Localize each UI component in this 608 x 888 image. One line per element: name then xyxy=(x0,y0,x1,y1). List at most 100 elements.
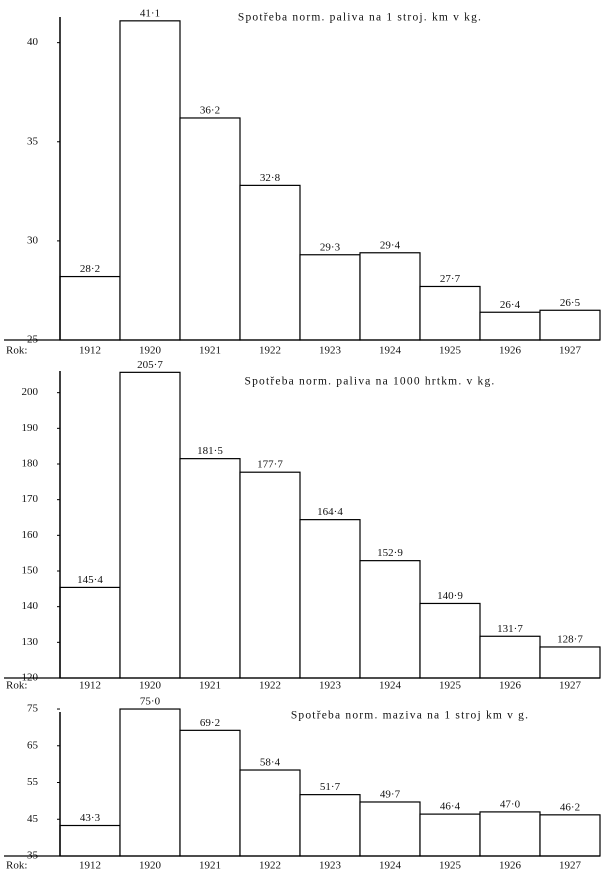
data-label: 26·4 xyxy=(500,299,521,311)
y-tick-label: 190 xyxy=(22,422,39,434)
x-tick-label: 1920 xyxy=(139,680,162,692)
x-tick-label: 1923 xyxy=(319,680,342,692)
y-tick-label: 55 xyxy=(27,776,39,788)
x-tick-label: 1924 xyxy=(379,345,402,357)
y-tick-label: 65 xyxy=(27,739,39,751)
x-tick-label: 1920 xyxy=(139,345,162,357)
data-label: 43·3 xyxy=(80,812,101,824)
data-label: 29·4 xyxy=(380,239,401,251)
bar xyxy=(359,801,421,857)
bar xyxy=(539,814,601,857)
y-tick-label: 35 xyxy=(27,135,39,147)
data-label: 46·4 xyxy=(440,801,461,813)
data-label: 49·7 xyxy=(380,789,401,801)
y-tick-label: 200 xyxy=(22,386,39,398)
chart-title: Spotřeba norm. paliva na 1 stroj. km v k… xyxy=(238,12,482,24)
data-label: 128·7 xyxy=(557,634,583,646)
x-tick-label: 1926 xyxy=(499,860,522,872)
x-tick-label: 1922 xyxy=(259,680,281,692)
data-label: 152·9 xyxy=(377,547,403,559)
bar xyxy=(419,602,481,679)
x-tick-label: 1925 xyxy=(439,680,462,692)
bar xyxy=(479,811,541,857)
bar xyxy=(179,458,241,679)
x-tick-label: 1912 xyxy=(79,345,101,357)
data-label: 75·0 xyxy=(140,696,161,708)
data-label: 26·5 xyxy=(560,297,581,309)
bar xyxy=(419,813,481,857)
chart-title: Spotřeba norm. maziva na 1 stroj km v g. xyxy=(291,710,529,722)
bar xyxy=(419,285,481,341)
x-tick-label: 1922 xyxy=(259,345,281,357)
x-tick-label: 1921 xyxy=(199,680,221,692)
x-tick-label: 1921 xyxy=(199,345,221,357)
chart-title: Spotřeba norm. paliva na 1000 hrtkm. v k… xyxy=(245,376,496,388)
x-tick-label: 1921 xyxy=(199,860,221,872)
x-tick-label: 1924 xyxy=(379,860,402,872)
x-tick-label: 1923 xyxy=(319,860,342,872)
y-tick-label: 30 xyxy=(27,234,39,246)
data-label: 46·2 xyxy=(560,801,580,813)
bar xyxy=(59,824,121,857)
x-axis-label: Rok: xyxy=(6,680,27,692)
data-label: 140·9 xyxy=(437,590,463,602)
y-tick-label: 160 xyxy=(22,529,39,541)
y-tick-label: 180 xyxy=(22,458,39,470)
x-tick-label: 1923 xyxy=(319,345,342,357)
x-tick-label: 1926 xyxy=(499,680,522,692)
bar xyxy=(119,371,181,679)
data-label: 131·7 xyxy=(497,623,523,635)
y-tick-label: 45 xyxy=(27,813,39,825)
y-tick-label: 140 xyxy=(22,600,39,612)
bar xyxy=(119,20,181,341)
x-tick-label: 1925 xyxy=(439,860,462,872)
bar xyxy=(359,560,421,679)
x-tick-label: 1927 xyxy=(559,680,582,692)
x-tick-label: 1925 xyxy=(439,345,462,357)
x-tick-label: 1926 xyxy=(499,345,522,357)
bar xyxy=(119,708,181,857)
bar xyxy=(239,471,301,679)
x-tick-label: 1922 xyxy=(259,860,281,872)
y-tick-label: 75 xyxy=(27,703,39,715)
bar xyxy=(539,309,601,341)
bar xyxy=(179,729,241,857)
x-tick-label: 1912 xyxy=(79,680,101,692)
bar xyxy=(479,635,541,679)
data-label: 36·2 xyxy=(200,105,220,117)
bar xyxy=(239,769,301,857)
bar xyxy=(179,117,241,341)
data-label: 29·3 xyxy=(320,241,341,253)
data-label: 164·4 xyxy=(317,506,343,518)
x-tick-label: 1924 xyxy=(379,680,402,692)
data-label: 41·1 xyxy=(140,7,160,19)
bar xyxy=(239,184,301,341)
data-label: 27·7 xyxy=(440,273,461,285)
data-label: 177·7 xyxy=(257,459,283,471)
data-label: 181·5 xyxy=(197,445,223,457)
y-tick-label: 130 xyxy=(22,636,39,648)
x-axis-label: Rok: xyxy=(6,860,27,872)
y-tick-label: 40 xyxy=(27,36,39,48)
data-label: 47·0 xyxy=(500,798,521,810)
bar xyxy=(299,519,361,679)
data-label: 205·7 xyxy=(137,359,163,371)
bar xyxy=(539,646,601,679)
bar xyxy=(299,794,361,857)
data-label: 28·2 xyxy=(80,263,100,275)
y-tick-label: 150 xyxy=(22,565,39,577)
bar xyxy=(59,275,121,341)
data-label: 32·8 xyxy=(260,172,281,184)
x-tick-label: 1927 xyxy=(559,860,582,872)
x-axis-label: Rok: xyxy=(6,345,27,357)
y-tick-label: 170 xyxy=(22,493,39,505)
bar xyxy=(359,252,421,341)
x-tick-label: 1927 xyxy=(559,345,582,357)
data-label: 51·7 xyxy=(320,781,341,793)
x-tick-label: 1920 xyxy=(139,860,162,872)
bar xyxy=(59,586,121,679)
data-label: 69·2 xyxy=(200,717,220,729)
bar xyxy=(299,254,361,341)
data-label: 145·4 xyxy=(77,574,103,586)
